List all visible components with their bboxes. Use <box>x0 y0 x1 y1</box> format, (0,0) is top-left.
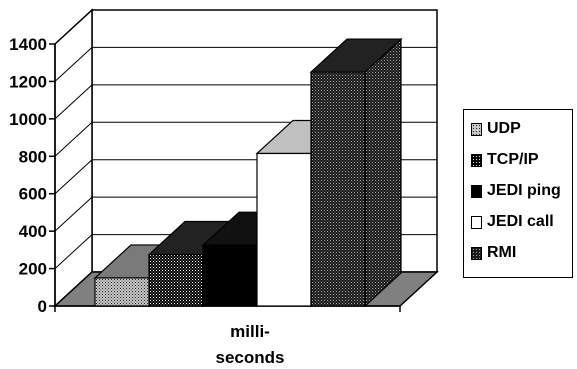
side-wall <box>54 8 93 308</box>
y-tick-label: 1400 <box>9 35 47 54</box>
bar-rmi <box>309 37 403 308</box>
y-tick-label: 1000 <box>9 110 47 129</box>
y-tick-label: 400 <box>19 222 47 241</box>
y-tick-label: 1200 <box>9 72 47 91</box>
legend-item-tcp-ip: TCP/IP <box>471 148 539 172</box>
legend-label: UDP <box>487 120 521 137</box>
legend-label: TCP/IP <box>487 151 539 168</box>
bars <box>93 37 403 308</box>
legend-item-udp: UDP <box>471 117 521 141</box>
legend-swatch <box>471 246 482 260</box>
legend-swatch <box>471 122 482 136</box>
legend: UDP TCP/IP JEDI ping JEDI call RMI <box>463 109 573 278</box>
bar-front-face <box>94 277 150 307</box>
legend-swatch <box>471 184 482 198</box>
bar-front-face <box>256 152 312 307</box>
legend-item-rmi: RMI <box>471 241 516 265</box>
x-category-label-line-2: seconds <box>215 348 285 367</box>
y-tick-label: 800 <box>19 147 47 166</box>
legend-label: JEDI call <box>487 213 554 230</box>
gridline <box>54 46 437 82</box>
legend-item-jedi-call: JEDI call <box>471 210 554 234</box>
bar-front-face <box>310 71 366 307</box>
bar-front-face <box>148 253 204 307</box>
legend-swatch <box>471 215 482 229</box>
legend-label: JEDI ping <box>487 182 561 199</box>
bar-side-face <box>364 37 402 308</box>
y-tick-label: 200 <box>19 260 47 279</box>
legend-swatch <box>471 153 482 167</box>
gridline <box>54 9 437 45</box>
y-tick-label: 600 <box>19 185 47 204</box>
bar-front-face <box>202 244 258 307</box>
x-category-label-line-1: milli- <box>230 322 270 341</box>
legend-label: RMI <box>487 244 517 261</box>
y-tick-label: 0 <box>38 297 47 316</box>
legend-item-jedi-ping: JEDI ping <box>471 179 561 203</box>
